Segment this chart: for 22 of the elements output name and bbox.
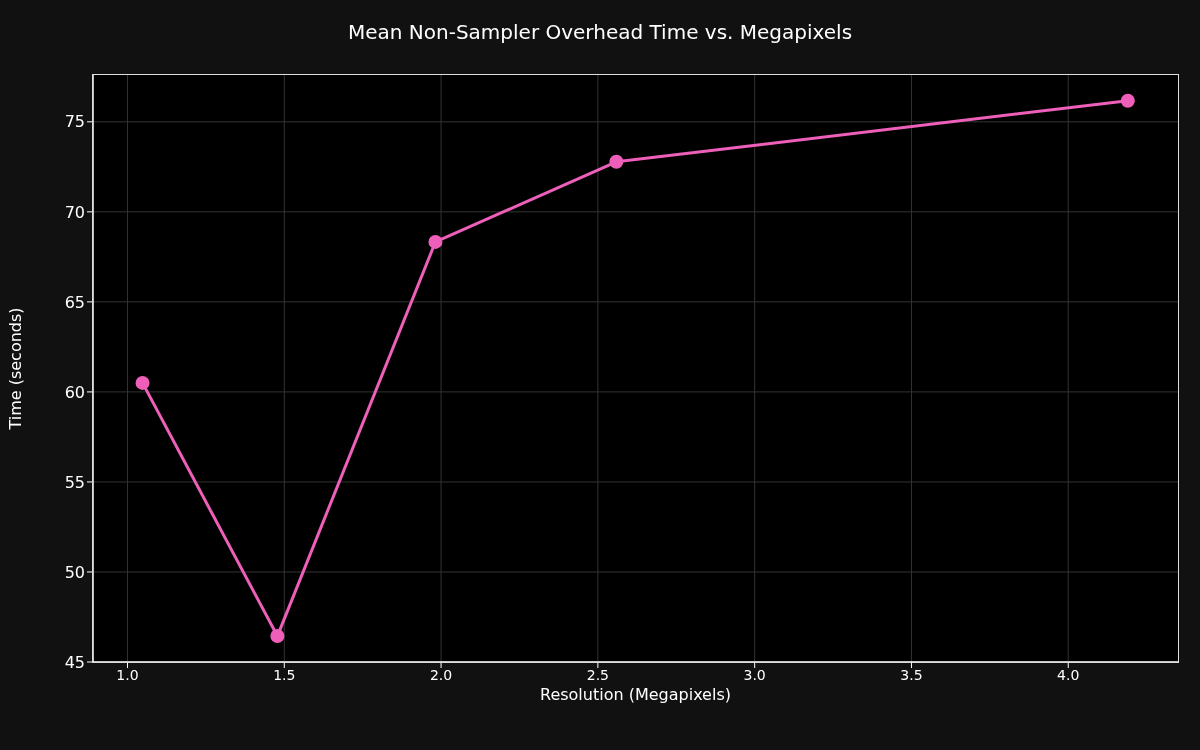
y-tick-label: 75 (64, 112, 85, 132)
y-tick-label: 70 (64, 202, 85, 222)
x-tick-label: 2.5 (586, 666, 609, 683)
x-tick-label: 1.5 (273, 666, 296, 683)
point (135, 375, 150, 390)
x-tick-label: 2.0 (429, 666, 453, 683)
y-tick-label: 45 (64, 652, 85, 672)
y-tick-label: 60 (64, 382, 85, 402)
point (1120, 93, 1135, 108)
point (270, 629, 285, 644)
x-tick-label: 4.0 (1057, 666, 1080, 683)
y-tick-label: 55 (64, 472, 85, 492)
point (428, 234, 443, 249)
x-tick-label: 1.0 (116, 666, 139, 683)
y-axis-title: Time (seconds) (5, 307, 25, 431)
x-tick-label: 3.0 (743, 666, 766, 683)
point (609, 154, 624, 169)
y-tick-label: 50 (64, 562, 85, 582)
x-tick-label: 3.5 (900, 666, 923, 683)
y-tick-label: 65 (64, 292, 85, 312)
x-axis-title: Resolution (Megapixels) (540, 685, 731, 704)
chart-title: Mean Non-Sampler Overhead Time vs. Megapixels (346, 20, 854, 44)
